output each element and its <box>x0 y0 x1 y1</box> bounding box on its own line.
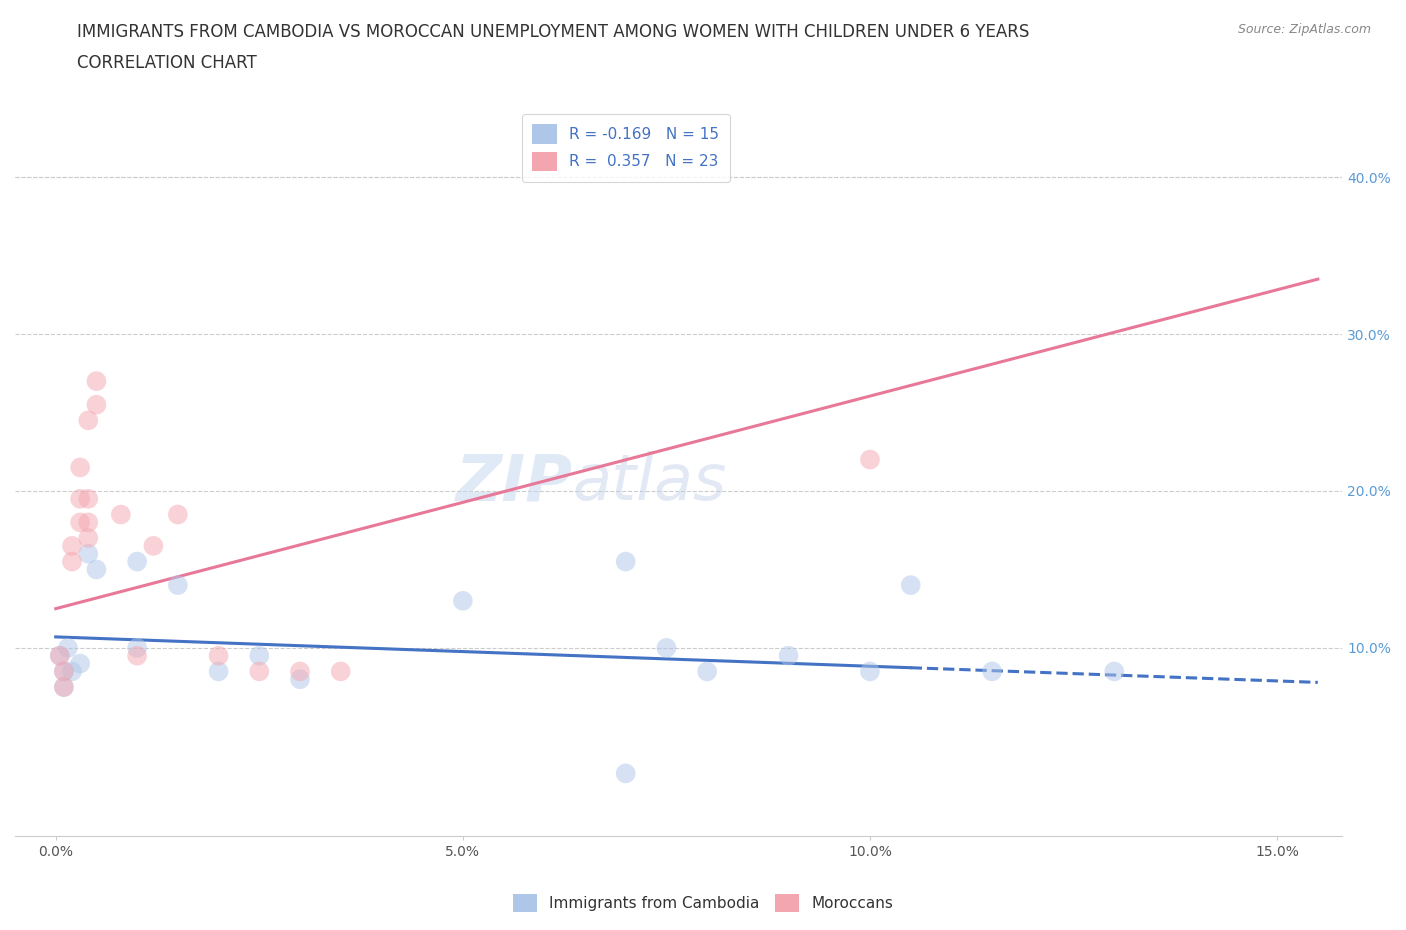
Text: Source: ZipAtlas.com: Source: ZipAtlas.com <box>1237 23 1371 36</box>
Point <box>859 664 882 679</box>
Point <box>329 664 352 679</box>
Point <box>49 648 72 663</box>
Point <box>207 664 229 679</box>
Point <box>52 680 75 695</box>
Point <box>655 641 678 656</box>
Point <box>60 554 83 569</box>
Point <box>451 593 474 608</box>
Point <box>49 648 72 663</box>
Point <box>86 562 108 577</box>
Point <box>86 374 108 389</box>
Point <box>69 460 91 475</box>
Point <box>900 578 922 592</box>
Point <box>288 671 311 686</box>
Point <box>69 657 91 671</box>
Point <box>77 546 100 561</box>
Point <box>614 554 637 569</box>
Point <box>52 664 75 679</box>
Point <box>247 648 270 663</box>
Point <box>60 538 83 553</box>
Point <box>77 515 100 530</box>
Point <box>127 554 149 569</box>
Point <box>56 641 79 656</box>
Text: IMMIGRANTS FROM CAMBODIA VS MOROCCAN UNEMPLOYMENT AMONG WOMEN WITH CHILDREN UNDE: IMMIGRANTS FROM CAMBODIA VS MOROCCAN UNE… <box>77 23 1029 41</box>
Point <box>86 397 108 412</box>
Point <box>142 538 165 553</box>
Point <box>207 648 229 663</box>
Text: atlas: atlas <box>572 451 727 513</box>
Point <box>1104 664 1126 679</box>
Point <box>288 664 311 679</box>
Point <box>696 664 718 679</box>
Point <box>69 515 91 530</box>
Point <box>247 664 270 679</box>
Point <box>77 531 100 546</box>
Point <box>859 452 882 467</box>
Point <box>52 680 75 695</box>
Point <box>110 507 132 522</box>
Point <box>77 413 100 428</box>
Point <box>60 664 83 679</box>
Point <box>981 664 1004 679</box>
Point <box>614 766 637 781</box>
Point <box>166 507 188 522</box>
Legend: Immigrants from Cambodia, Moroccans: Immigrants from Cambodia, Moroccans <box>506 888 900 918</box>
Point <box>166 578 188 592</box>
Legend: R = -0.169   N = 15, R =  0.357   N = 23: R = -0.169 N = 15, R = 0.357 N = 23 <box>522 113 730 182</box>
Text: CORRELATION CHART: CORRELATION CHART <box>77 54 257 72</box>
Point <box>127 648 149 663</box>
Point <box>127 641 149 656</box>
Text: ZIP: ZIP <box>456 451 572 513</box>
Point <box>778 648 800 663</box>
Point <box>52 664 75 679</box>
Point <box>77 491 100 506</box>
Point <box>69 491 91 506</box>
